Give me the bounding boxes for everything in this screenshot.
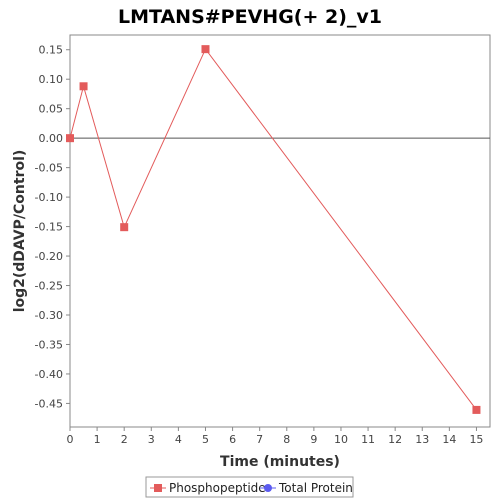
y-tick-label: -0.15 xyxy=(35,221,63,234)
x-tick-label: 1 xyxy=(94,433,101,446)
x-tick-label: 5 xyxy=(202,433,209,446)
x-tick-label: 10 xyxy=(334,433,348,446)
legend-marker xyxy=(264,484,272,492)
x-tick-label: 3 xyxy=(148,433,155,446)
y-tick-label: 0.15 xyxy=(39,44,64,57)
x-tick-label: 9 xyxy=(310,433,317,446)
data-point xyxy=(120,223,129,232)
chart-title: LMTANS#PEVHG(+ 2)_v1 xyxy=(118,6,382,28)
y-axis-label: log2(dDAVP/Control) xyxy=(12,150,28,313)
y-tick-label: 0.10 xyxy=(39,73,64,86)
y-tick-label: -0.35 xyxy=(35,338,63,351)
x-tick-label: 14 xyxy=(442,433,456,446)
x-tick-label: 6 xyxy=(229,433,236,446)
legend: Phosphopeptide Total Protein xyxy=(150,481,353,495)
x-tick-label: 13 xyxy=(415,433,429,446)
y-tick-label: -0.10 xyxy=(35,191,63,204)
legend-box xyxy=(145,476,354,498)
legend-label: Total Protein xyxy=(278,481,353,495)
y-tick-label: -0.20 xyxy=(35,250,63,263)
data-point xyxy=(79,82,88,91)
x-tick-label: 4 xyxy=(175,433,182,446)
legend-marker xyxy=(154,484,162,492)
y-axis: 0.15 0.10 0.05 0.00 -0.05 -0.10 -0.15 -0.20 -0.2… xyxy=(35,44,70,410)
x-tick-label: 11 xyxy=(361,433,375,446)
data-point xyxy=(201,45,210,54)
x-tick-label: 12 xyxy=(388,433,402,446)
x-tick-label: 0 xyxy=(67,433,74,446)
data-point xyxy=(472,405,481,414)
legend-label: Phosphopeptide xyxy=(169,481,266,495)
plot-area xyxy=(69,34,491,428)
data-point xyxy=(66,134,74,143)
series-group xyxy=(66,45,481,414)
x-axis-label: Time (minutes) xyxy=(220,454,340,470)
x-tick-label: 8 xyxy=(283,433,290,446)
y-tick-label: -0.30 xyxy=(35,309,63,322)
x-tick-label: 7 xyxy=(256,433,263,446)
y-tick-label: 0.00 xyxy=(39,132,64,145)
y-tick-label: -0.25 xyxy=(35,280,63,293)
y-tick-label: -0.05 xyxy=(35,162,63,175)
x-axis: 0 1 2 3 4 5 6 7 8 9 10 11 12 13 14 15 xyxy=(67,427,483,446)
y-tick-label: -0.45 xyxy=(35,397,63,410)
y-tick-label: -0.40 xyxy=(35,368,63,381)
x-tick-label: 2 xyxy=(121,433,128,446)
y-tick-label: 0.05 xyxy=(39,103,64,116)
x-tick-label: 15 xyxy=(469,433,483,446)
